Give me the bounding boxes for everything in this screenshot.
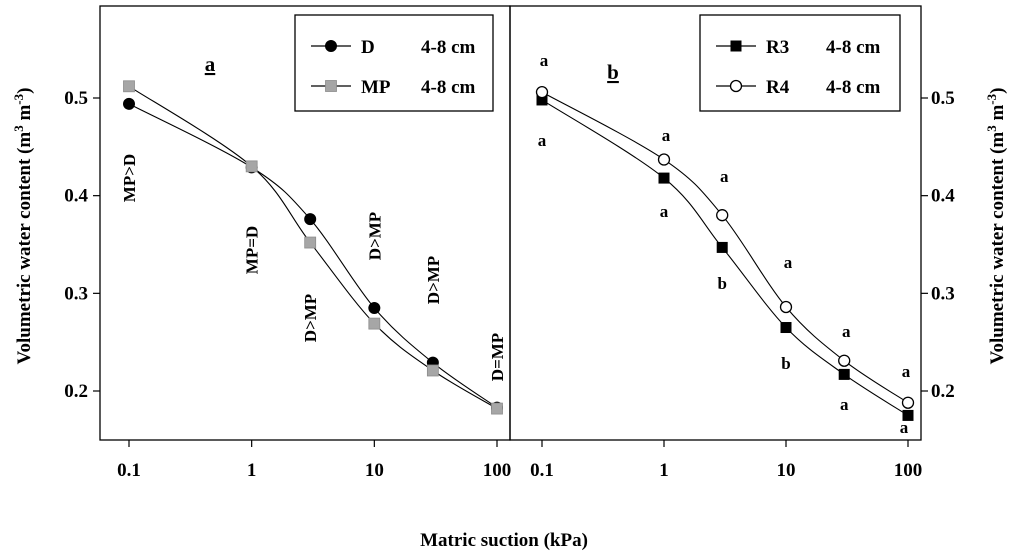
legend-marker-d xyxy=(325,40,337,52)
x-tick-label: 100 xyxy=(483,460,512,481)
data-point-d xyxy=(123,97,135,110)
legend-depth: 4-8 cm xyxy=(421,77,476,98)
data-point-mp xyxy=(123,80,135,93)
legend-marker-r4 xyxy=(729,79,743,93)
x-tick-label: 0.1 xyxy=(530,460,554,481)
data-point-d xyxy=(368,301,381,314)
legend-depth: 4-8 cm xyxy=(826,37,881,58)
data-point-r3 xyxy=(716,241,728,253)
panel-a: 0.1 1 10 100 0.2 0.3 0.4 0.5 a D 4-8 cm MP 4-8 cm MP>… xyxy=(64,5,512,481)
data-point-mp xyxy=(368,317,381,330)
panel-label: b xyxy=(607,60,619,84)
x-tick-label: 10 xyxy=(365,460,384,481)
y-axis-title-left: Volumetric water content (m3 m-3) xyxy=(11,88,36,365)
series-line-d xyxy=(128,103,498,409)
y-tick-label: 0.4 xyxy=(931,186,955,207)
significance-letter-upper: a xyxy=(842,322,851,341)
y-tick-label: 0.5 xyxy=(64,88,88,109)
significance-letter-lower: b xyxy=(781,354,790,373)
legend-marker-mp xyxy=(325,80,337,92)
legend-series-name: R4 xyxy=(766,77,790,98)
panel-label: a xyxy=(205,52,216,76)
data-point-r3 xyxy=(780,322,792,334)
plot-frame xyxy=(509,5,922,441)
data-point-r3 xyxy=(902,409,914,421)
significance-letter-upper: a xyxy=(662,126,671,145)
panel-b: 0.1 1 10 100 0.2 0.3 0.4 0.5 b R3 4-8 cm R4 4-8 cm a a… xyxy=(509,5,955,481)
legend-depth: 4-8 cm xyxy=(421,37,476,58)
x-tick-label: 1 xyxy=(247,460,257,481)
data-point-r3 xyxy=(658,172,670,184)
y-tick-label: 0.3 xyxy=(64,283,88,304)
data-point-r4 xyxy=(779,300,793,314)
y-tick-label: 0.5 xyxy=(931,88,955,109)
significance-letter-upper: a xyxy=(720,167,729,186)
data-point-mp xyxy=(245,160,258,173)
significance-letter-lower: a xyxy=(660,202,669,221)
legend-series-name: D xyxy=(361,37,375,58)
x-tick-label: 10 xyxy=(777,460,796,481)
legend-series-name: MP xyxy=(361,77,391,98)
significance-letter-lower: a xyxy=(900,418,909,437)
data-point-d xyxy=(304,213,317,226)
y-axis-title-right: Volumetric water content (m3 m-3) xyxy=(984,88,1009,365)
data-point-r4 xyxy=(535,85,549,99)
y-tick-label: 0.2 xyxy=(64,381,88,402)
data-point-r3 xyxy=(536,94,548,106)
comparison-annotation: D=MP xyxy=(488,333,507,381)
y-tick-label: 0.4 xyxy=(64,186,88,207)
significance-letter-upper: a xyxy=(540,51,549,70)
comparison-annotation: MP=D xyxy=(243,226,262,274)
data-point-mp xyxy=(304,236,317,249)
legend-marker-r3 xyxy=(730,40,742,52)
y-tick-label: 0.3 xyxy=(931,283,955,304)
comparison-annotation: D>MP xyxy=(424,256,443,304)
significance-letter-lower: a xyxy=(538,131,547,150)
legend-box xyxy=(699,14,901,112)
data-point-r4 xyxy=(657,153,671,166)
significance-letter-lower: a xyxy=(840,395,849,414)
legend-series-name: R3 xyxy=(766,37,789,58)
significance-letter-lower: b xyxy=(717,274,726,293)
comparison-annotation: D>MP xyxy=(365,212,384,260)
x-tick-label: 100 xyxy=(894,460,923,481)
data-point-r4 xyxy=(838,354,851,367)
comparison-annotation: MP>D xyxy=(120,154,139,202)
data-point-mp xyxy=(491,402,503,415)
significance-letter-upper: a xyxy=(784,253,793,272)
data-point-r3 xyxy=(838,368,850,380)
legend-depth: 4-8 cm xyxy=(826,77,881,98)
x-axis-title: Matric suction (kPa) xyxy=(420,530,588,551)
data-point-r4 xyxy=(901,396,915,409)
x-tick-label: 1 xyxy=(659,460,669,481)
data-point-mp xyxy=(426,364,439,377)
legend-box xyxy=(294,14,494,112)
series-line-r3 xyxy=(541,99,909,416)
y-tick-label: 0.2 xyxy=(931,381,955,402)
significance-letter-upper: a xyxy=(902,362,911,381)
x-tick-label: 0.1 xyxy=(117,460,141,481)
comparison-annotation: D>MP xyxy=(301,294,320,342)
data-point-r4 xyxy=(716,209,729,222)
